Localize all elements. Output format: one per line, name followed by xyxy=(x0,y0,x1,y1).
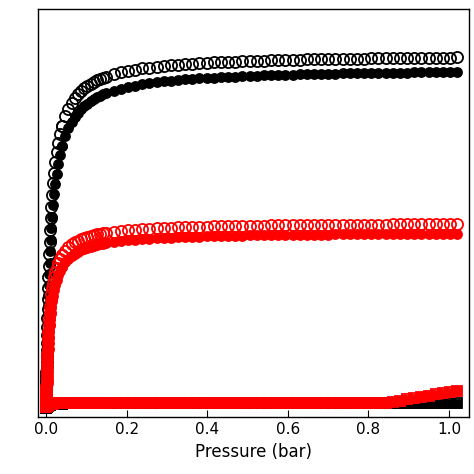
X-axis label: Pressure (bar): Pressure (bar) xyxy=(195,443,312,461)
